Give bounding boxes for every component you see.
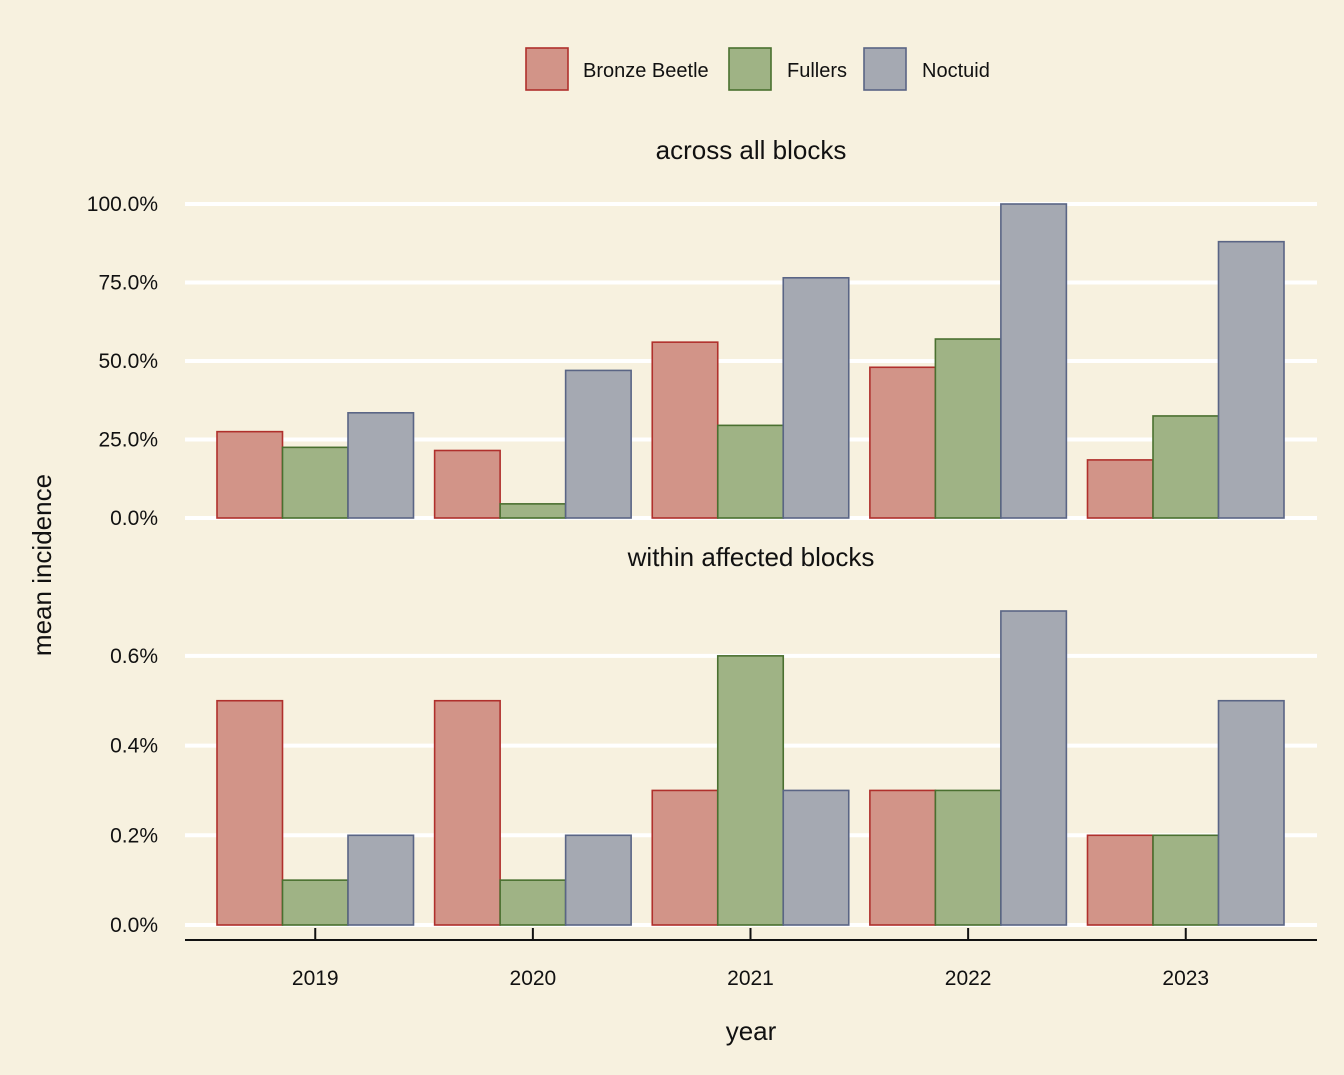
x-tick-label: 2023 bbox=[1162, 967, 1209, 990]
y-tick-label: 0.2% bbox=[110, 824, 158, 847]
bar-fullers-2022 bbox=[934, 789, 1002, 926]
bar-fullers-2019 bbox=[281, 446, 349, 519]
legend-label-bronze-beetle: Bronze Beetle bbox=[583, 60, 709, 82]
legend-key-bronze-beetle bbox=[525, 47, 569, 91]
bar-bronze-beetle-2020 bbox=[433, 449, 501, 519]
bar-bronze-beetle-2021 bbox=[651, 341, 719, 519]
y-tick-label: 0.6% bbox=[110, 645, 158, 668]
bar-noctuid-2021 bbox=[782, 276, 850, 519]
bar-fullers-2022 bbox=[934, 338, 1002, 519]
bar-noctuid-2019 bbox=[347, 834, 415, 926]
bar-noctuid-2019 bbox=[347, 412, 415, 519]
bar-noctuid-2023 bbox=[1217, 699, 1285, 926]
bar-fullers-2021 bbox=[716, 424, 785, 519]
bar-bronze-beetle-2020 bbox=[433, 699, 501, 926]
y-tick-label: 0.0% bbox=[110, 914, 158, 937]
bar-noctuid-2020 bbox=[564, 369, 632, 519]
panel-within-affected-blocks: within affected blocks 0.0% 0.2% 0.4% 0.6% bbox=[110, 542, 1317, 937]
bar-bronze-beetle-2019 bbox=[216, 699, 284, 926]
bar-bronze-beetle-2022 bbox=[869, 366, 937, 519]
legend: Bronze Beetle Fullers Noctuid bbox=[525, 47, 990, 91]
y-tick-label: 75.0% bbox=[98, 272, 158, 295]
bar-bronze-beetle-2019 bbox=[216, 430, 284, 519]
panels: across all blocks 0.0% 25.0% 50.0% 75.0% 100.… bbox=[87, 135, 1317, 937]
bar-fullers-2023 bbox=[1152, 415, 1220, 519]
bar-fullers-2020 bbox=[499, 503, 567, 519]
legend-label-fullers: Fullers bbox=[787, 60, 847, 82]
x-tick-label: 2020 bbox=[510, 967, 557, 990]
bar-fullers-2019 bbox=[281, 879, 349, 926]
bar-noctuid-2021 bbox=[782, 789, 850, 926]
bar-noctuid-2022 bbox=[1000, 610, 1068, 926]
y-axis-title: mean incidence bbox=[27, 474, 57, 656]
x-axis-title: year bbox=[726, 1016, 777, 1046]
x-tick-label: 2022 bbox=[945, 967, 992, 990]
y-tick-label: 25.0% bbox=[98, 429, 158, 452]
bar-noctuid-2020 bbox=[564, 834, 632, 926]
x-axis: 2019 2020 2021 2022 2023 bbox=[185, 928, 1317, 990]
panel-across-all-blocks: across all blocks 0.0% 25.0% 50.0% 75.0% 100.… bbox=[87, 135, 1317, 530]
panel-title: within affected blocks bbox=[627, 542, 875, 572]
bar-bronze-beetle-2021 bbox=[651, 789, 719, 926]
y-tick-label: 0.4% bbox=[110, 735, 158, 758]
panel-title: across all blocks bbox=[656, 135, 847, 165]
bar-fullers-2023 bbox=[1152, 834, 1220, 926]
x-tick-label: 2019 bbox=[292, 967, 339, 990]
bar-bronze-beetle-2022 bbox=[869, 789, 937, 926]
legend-label-noctuid: Noctuid bbox=[922, 60, 990, 82]
bar-bronze-beetle-2023 bbox=[1086, 459, 1154, 519]
legend-key-fullers bbox=[728, 47, 772, 91]
bar-bronze-beetle-2023 bbox=[1086, 834, 1154, 926]
x-tick-label: 2021 bbox=[727, 967, 774, 990]
bar-fullers-2021 bbox=[716, 655, 785, 926]
bar-fullers-2020 bbox=[499, 879, 567, 926]
y-tick-label: 100.0% bbox=[87, 193, 158, 216]
y-tick-label: 50.0% bbox=[98, 350, 158, 373]
bar-noctuid-2023 bbox=[1217, 240, 1285, 519]
y-tick-label: 0.0% bbox=[110, 507, 158, 530]
bar-noctuid-2022 bbox=[1000, 203, 1068, 519]
legend-key-noctuid bbox=[863, 47, 907, 91]
